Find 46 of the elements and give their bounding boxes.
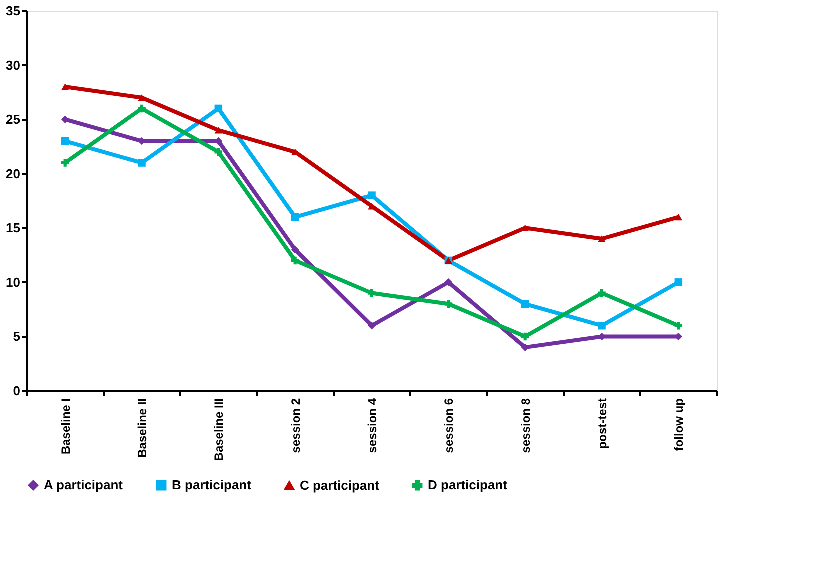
legend-label: D participant bbox=[428, 478, 508, 493]
y-tick-label: 15 bbox=[6, 220, 20, 236]
point bbox=[61, 84, 70, 90]
point bbox=[521, 300, 530, 308]
y-tick-label: 0 bbox=[13, 384, 20, 398]
point bbox=[214, 148, 223, 156]
point bbox=[674, 322, 683, 330]
y-tick-label: 25 bbox=[6, 112, 20, 128]
point bbox=[61, 159, 70, 167]
y-tick-label: 10 bbox=[6, 274, 20, 290]
y-tick-label: 5 bbox=[13, 329, 20, 344]
x-tick-label: session 8 bbox=[518, 398, 533, 454]
y-tick-label: 30 bbox=[6, 58, 20, 73]
point bbox=[598, 322, 606, 330]
legend-label: C participant bbox=[300, 478, 380, 493]
point bbox=[61, 137, 70, 146]
point bbox=[214, 127, 223, 134]
x-tick-label: session 2 bbox=[288, 398, 303, 454]
legend-label: B participant bbox=[172, 478, 252, 493]
point bbox=[598, 236, 606, 242]
point bbox=[368, 322, 376, 330]
legend-label: A participant bbox=[44, 478, 124, 493]
x-tick-label: Baseline II bbox=[136, 398, 150, 458]
point bbox=[444, 300, 453, 308]
point bbox=[138, 104, 146, 113]
x-tick-label: Baseline III bbox=[212, 398, 226, 462]
point bbox=[521, 332, 530, 341]
point bbox=[674, 278, 683, 286]
x-tick-label: follow up bbox=[672, 398, 686, 452]
y-tick-label: 20 bbox=[6, 166, 20, 182]
point bbox=[368, 289, 376, 298]
x-tick-label: session 4 bbox=[366, 398, 380, 454]
point bbox=[291, 213, 300, 222]
point bbox=[138, 94, 146, 102]
point bbox=[291, 246, 300, 254]
y-tick-label: 35 bbox=[6, 4, 20, 18]
point bbox=[214, 104, 223, 113]
point bbox=[674, 214, 683, 221]
point bbox=[138, 159, 146, 167]
point bbox=[444, 278, 453, 286]
point bbox=[291, 256, 300, 265]
x-tick-label: post-test bbox=[596, 398, 610, 450]
point bbox=[368, 192, 376, 200]
x-tick-label: session 6 bbox=[442, 398, 456, 454]
point bbox=[598, 289, 606, 298]
x-tick-label: Baseline I bbox=[58, 398, 73, 455]
